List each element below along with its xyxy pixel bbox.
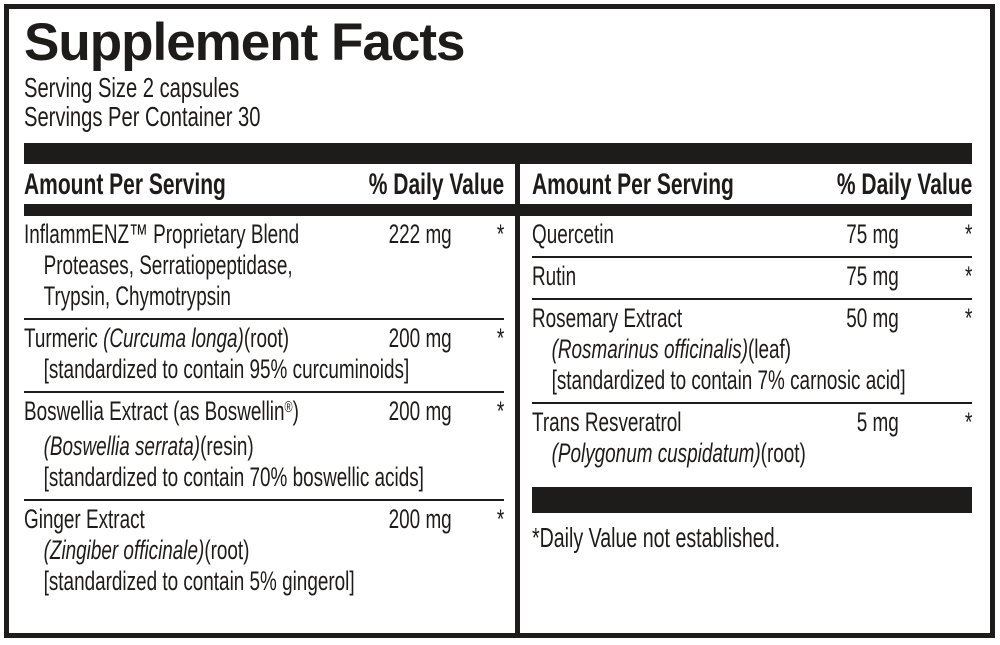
serving-size: Serving Size 2 capsules bbox=[24, 72, 240, 103]
text-segment: [standardized to contain 5% gingerol] bbox=[43, 566, 355, 596]
text-segment: Ginger Extract bbox=[24, 504, 145, 534]
column-headers: Amount Per Serving % Daily Value Amount … bbox=[24, 164, 972, 204]
text-segment: (resin) bbox=[200, 431, 254, 461]
text-segment: (Zingiber officinale) bbox=[43, 535, 205, 565]
text-segment: [standardized to contain 7% carnosic aci… bbox=[551, 365, 906, 395]
daily-value-asterisk: * bbox=[964, 303, 973, 333]
ingredient-subline: (Boswellia serrata)(resin) bbox=[24, 431, 504, 462]
text-segment: Proteases, Serratiopeptidase, bbox=[43, 250, 293, 280]
left-column: InflammENZ™ Proprietary Blend 222 mg * Prot… bbox=[24, 216, 504, 603]
daily-value-asterisk: * bbox=[496, 323, 505, 353]
ingredient-subline: [standardized to contain 70% boswellic a… bbox=[24, 462, 504, 493]
text-segment: (root) bbox=[760, 438, 806, 468]
daily-value-asterisk: * bbox=[964, 219, 973, 249]
text-segment: Boswellia Extract (as Boswellin bbox=[24, 396, 285, 426]
footnote-text: *Daily Value not established. bbox=[532, 522, 781, 553]
header-separator-bar bbox=[24, 204, 972, 216]
right-column: Quercetin 75 mg * Rutin 75 mg * Rosemary Extra… bbox=[532, 216, 972, 603]
ingredient-name: Quercetin bbox=[532, 219, 794, 250]
ingredient-name: InflammENZ™ Proprietary Blend bbox=[24, 219, 347, 250]
daily-value-asterisk: * bbox=[964, 261, 973, 291]
ingredient-amount: 200 mg bbox=[388, 323, 452, 353]
text-segment: InflammENZ™ Proprietary Blend bbox=[24, 219, 300, 249]
right-column-rows: Quercetin 75 mg * Rutin 75 mg * Rosemary Extra… bbox=[532, 216, 972, 475]
ingredient-name: Trans Resveratrol bbox=[532, 407, 794, 438]
column-header-left: Amount Per Serving % Daily Value bbox=[24, 169, 504, 200]
ingredient-name: Ginger Extract bbox=[24, 504, 347, 535]
label-title: Supplement Facts bbox=[24, 13, 465, 72]
ingredient-subline: (Rosmarinus officinalis)(leaf) bbox=[532, 334, 972, 365]
text-segment: [standardized to contain 70% boswellic a… bbox=[43, 462, 424, 492]
amount-header-label: Amount Per Serving bbox=[532, 167, 734, 201]
text-segment: Trans Resveratrol bbox=[532, 407, 682, 437]
ingredient-row: Boswellia Extract (as Boswellin®) 200 mg *… bbox=[24, 391, 504, 499]
text-segment: (Rosmarinus officinalis) bbox=[551, 334, 749, 364]
ingredient-subline: (Polygonum cuspidatum)(root) bbox=[532, 438, 972, 469]
text-segment: (root) bbox=[204, 535, 250, 565]
daily-value-asterisk: * bbox=[964, 407, 973, 437]
text-segment: Rutin bbox=[532, 261, 577, 291]
daily-value-header-label: % Daily Value bbox=[836, 167, 973, 201]
ingredient-row: Rosemary Extract 50 mg * (Rosmarinus offici… bbox=[532, 298, 972, 402]
text-segment: (root) bbox=[243, 323, 290, 353]
supplement-label: Supplement Facts Serving Size 2 capsules… bbox=[4, 4, 995, 638]
text-segment: [standardized to contain 95% curcuminoid… bbox=[43, 354, 410, 384]
ingredient-subline: (Zingiber officinale)(root) bbox=[24, 535, 504, 566]
ingredient-columns: InflammENZ™ Proprietary Blend 222 mg * Prot… bbox=[24, 216, 972, 603]
text-segment: Turmeric bbox=[24, 323, 104, 353]
text-segment: ® bbox=[284, 399, 293, 417]
footnote-bar bbox=[532, 487, 972, 513]
ingredient-name: Boswellia Extract (as Boswellin®) bbox=[24, 396, 347, 431]
ingredient-subline: [standardized to contain 5% gingerol] bbox=[24, 566, 504, 597]
daily-value-asterisk: * bbox=[496, 504, 505, 534]
ingredient-subline: Proteases, Serratiopeptidase, bbox=[24, 250, 504, 281]
ingredient-amount: 5 mg bbox=[856, 407, 899, 437]
ingredient-amount: 200 mg bbox=[388, 504, 452, 534]
ingredient-row: Ginger Extract 200 mg * (Zingiber officinal… bbox=[24, 499, 504, 603]
ingredient-name: Rosemary Extract bbox=[532, 303, 794, 334]
ingredient-subline: [standardized to contain 95% curcuminoid… bbox=[24, 354, 504, 385]
servings-per-container: Servings Per Container 30 bbox=[24, 101, 261, 132]
text-segment: ) bbox=[292, 396, 299, 426]
ingredient-subline: Trypsin, Chymotrypsin bbox=[24, 281, 504, 312]
ingredient-amount: 75 mg bbox=[846, 261, 899, 291]
ingredient-amount: 75 mg bbox=[846, 219, 899, 249]
thick-separator-bar bbox=[24, 143, 972, 164]
ingredient-row: Quercetin 75 mg * bbox=[532, 216, 972, 256]
text-segment: Quercetin bbox=[532, 219, 614, 249]
left-column-rows: InflammENZ™ Proprietary Blend 222 mg * Prot… bbox=[24, 216, 504, 603]
ingredient-amount: 50 mg bbox=[846, 303, 899, 333]
text-segment: (Polygonum cuspidatum) bbox=[551, 438, 761, 468]
ingredient-subline: [standardized to contain 7% carnosic aci… bbox=[532, 365, 972, 396]
ingredient-row: InflammENZ™ Proprietary Blend 222 mg * Prot… bbox=[24, 216, 504, 318]
daily-value-asterisk: * bbox=[496, 396, 505, 426]
column-divider bbox=[515, 164, 520, 633]
ingredient-name: Rutin bbox=[532, 261, 794, 292]
facts-body: Amount Per Serving % Daily Value Amount … bbox=[24, 164, 972, 633]
ingredient-amount: 200 mg bbox=[388, 396, 452, 426]
text-segment: (Curcuma longa) bbox=[103, 323, 244, 353]
column-header-right: Amount Per Serving % Daily Value bbox=[532, 169, 972, 200]
text-segment: Trypsin, Chymotrypsin bbox=[43, 281, 231, 311]
text-segment: Rosemary Extract bbox=[532, 303, 683, 333]
ingredient-name: Turmeric (Curcuma longa)(root) bbox=[24, 323, 347, 354]
daily-value-asterisk: * bbox=[496, 219, 505, 249]
ingredient-amount: 222 mg bbox=[388, 219, 452, 249]
amount-header-label: Amount Per Serving bbox=[24, 167, 226, 201]
daily-value-header-label: % Daily Value bbox=[368, 167, 505, 201]
text-segment: (leaf) bbox=[748, 334, 792, 364]
ingredient-row: Turmeric (Curcuma longa)(root) 200 mg * [st… bbox=[24, 318, 504, 391]
ingredient-row: Trans Resveratrol 5 mg * (Polygonum cuspida… bbox=[532, 402, 972, 475]
text-segment: (Boswellia serrata) bbox=[43, 431, 201, 461]
ingredient-row: Rutin 75 mg * bbox=[532, 256, 972, 298]
